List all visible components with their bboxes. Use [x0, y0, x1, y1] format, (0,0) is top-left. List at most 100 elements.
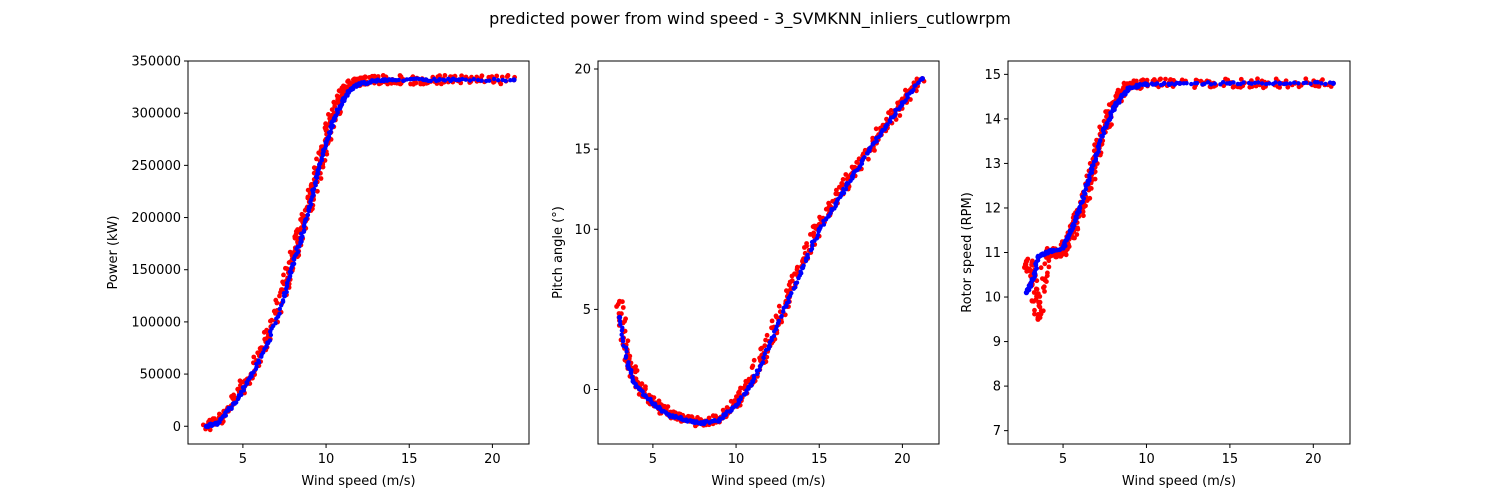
y-tick-label: 0 [173, 420, 181, 435]
data-point [1241, 80, 1246, 85]
data-point [267, 338, 273, 343]
data-point [334, 93, 340, 99]
x-tick-label: 10 [1138, 452, 1155, 467]
data-point [442, 78, 448, 83]
y-tick-label: 12 [984, 201, 1001, 216]
data-point [809, 246, 815, 251]
y-tick-label: 20 [574, 63, 591, 78]
data-point [1212, 81, 1218, 86]
data-point [280, 279, 285, 285]
data-point [640, 389, 645, 394]
data-point [1285, 84, 1291, 90]
data-point [656, 398, 662, 404]
data-point [623, 355, 628, 360]
data-point [903, 98, 908, 103]
data-point [1238, 84, 1243, 90]
x-tick-label: 5 [1059, 452, 1067, 467]
data-point [760, 360, 766, 365]
data-point [1260, 81, 1265, 86]
red-series [1022, 76, 1336, 322]
data-point [1220, 80, 1226, 85]
data-point [1081, 213, 1086, 219]
data-point [805, 252, 810, 257]
x-tick-label: 5 [649, 452, 657, 467]
data-point [1296, 81, 1301, 86]
data-point [1320, 77, 1325, 83]
data-point [494, 73, 500, 79]
data-point [1040, 308, 1046, 314]
y-tick-label: 9 [993, 335, 1001, 350]
data-point [318, 176, 324, 181]
data-point [757, 367, 762, 373]
data-point [1238, 76, 1244, 82]
data-point [810, 243, 815, 248]
data-point [773, 313, 779, 319]
data-point [416, 76, 421, 82]
data-point [854, 159, 860, 165]
data-point [404, 77, 409, 82]
data-point [511, 77, 517, 83]
data-point [309, 182, 314, 187]
data-point [1157, 77, 1163, 82]
data-point [437, 77, 442, 82]
data-point [322, 158, 328, 163]
y-tick-label: 14 [984, 112, 1001, 127]
data-point [1315, 80, 1320, 85]
data-point [291, 261, 297, 266]
data-point [1091, 162, 1096, 168]
data-point [771, 333, 777, 339]
plot-frame [597, 60, 940, 445]
data-point [1303, 76, 1309, 82]
data-point [1127, 80, 1133, 86]
data-point [311, 165, 317, 171]
panel-1: 5 10 15 20 0 50000 100000 150000 200000 250000 300… [106, 55, 530, 489]
data-point [1316, 84, 1322, 89]
data-point [1083, 187, 1089, 192]
data-point [913, 83, 918, 88]
data-point [751, 373, 757, 379]
blue-series [1023, 80, 1336, 296]
data-point [1093, 156, 1099, 161]
y-tick-label: 10 [574, 223, 591, 238]
data-point [840, 177, 846, 182]
data-point [1227, 80, 1233, 86]
data-point [442, 73, 448, 78]
data-point [732, 398, 738, 403]
data-point [620, 305, 626, 310]
data-point [326, 134, 332, 139]
data-point [268, 332, 274, 338]
data-point [231, 392, 237, 398]
data-point [1041, 285, 1046, 291]
y-tick-label: 15 [984, 68, 1001, 83]
data-point [888, 108, 894, 113]
data-point [713, 413, 718, 419]
data-point [437, 73, 442, 78]
data-point [839, 181, 845, 186]
data-point [625, 338, 631, 344]
data-point [786, 299, 791, 304]
data-point [1189, 81, 1194, 87]
y-tick-label: 200000 [131, 211, 181, 226]
data-point [1060, 251, 1066, 257]
data-point [1042, 261, 1048, 267]
y-tick-label: 7 [993, 424, 1001, 439]
data-point [281, 272, 286, 278]
data-point [467, 78, 473, 83]
x-tick-label: 10 [728, 452, 745, 467]
x-tick-label: 20 [484, 452, 501, 467]
data-point [885, 122, 890, 127]
data-point [634, 368, 640, 373]
panel-2: 5 10 15 20 0 5 10 15 20 Wind speed (m/s) Pitch ang… [551, 60, 940, 489]
data-point [229, 405, 234, 410]
data-point [396, 77, 401, 83]
data-point [1162, 80, 1167, 86]
data-point [628, 371, 634, 376]
data-point [1154, 81, 1160, 86]
data-point [1037, 304, 1043, 310]
data-point [619, 332, 624, 337]
data-point [475, 77, 481, 83]
y-tick-label: 13 [984, 157, 1001, 172]
data-point [1247, 84, 1253, 90]
data-point [815, 232, 821, 238]
data-point [261, 350, 266, 355]
